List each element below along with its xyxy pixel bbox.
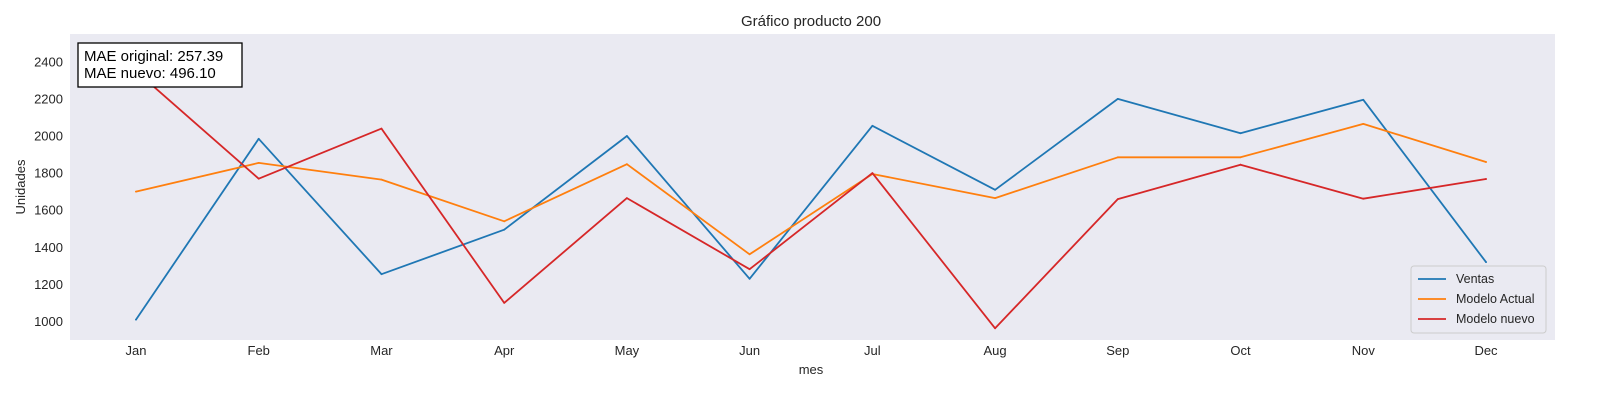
data-point-ventas-aug [994, 188, 996, 191]
data-point-modelo-nuevo-oct [1239, 163, 1242, 166]
y-tick-label-1800: 1800 [34, 166, 63, 181]
annotation-box [77, 42, 243, 88]
series-line-modelo-actual [135, 123, 1487, 256]
data-point-ventas-may [626, 135, 628, 137]
series-line-modelo-nuevo [135, 70, 1487, 330]
data-point-modelo-actual-may [626, 163, 628, 166]
data-point-modelo-nuevo-dec [1485, 178, 1487, 180]
y-axis-ticks: 1000 1200 1400 1600 1800 2000 2200 2400 [34, 54, 63, 329]
legend-label-modelo-nuevo: Modelo nuevo [1456, 312, 1535, 326]
mae-annotation: MAE original: 257.39 MAE nuevo: 496.10 [77, 42, 243, 88]
data-point-modelo-nuevo-may [626, 197, 628, 200]
y-tick-label-2000: 2000 [34, 129, 63, 144]
data-point-modelo-actual-nov [1362, 123, 1365, 125]
x-tick-label-jan: Jan [126, 343, 147, 358]
legend: Ventas Modelo Actual Modelo nuevo [1410, 265, 1547, 334]
y-axis-title: Unidades [13, 159, 28, 214]
data-point-modelo-actual-aug [994, 197, 996, 200]
data-point-ventas-jan [135, 318, 137, 321]
data-point-ventas-mar [380, 273, 383, 276]
x-axis-ticks: Jan Feb Mar Apr May Jun Jul Aug Sep Oct Nov Dec [126, 343, 1499, 358]
x-tick-label-feb: Feb [248, 343, 270, 358]
data-point-modelo-actual-jan [135, 190, 137, 193]
x-tick-label-aug: Aug [984, 343, 1007, 358]
annotation-mae-nuevo: MAE nuevo: 496.10 [84, 65, 216, 82]
data-point-modelo-nuevo-aug [994, 327, 996, 330]
legend-box [1410, 265, 1547, 334]
data-point-modelo-actual-oct [1239, 156, 1242, 159]
x-axis-title: mes [799, 362, 824, 377]
data-point-ventas-oct [1239, 132, 1242, 135]
series-lines [135, 70, 1487, 330]
x-tick-label-may: May [615, 343, 640, 358]
data-point-modelo-nuevo-apr [503, 302, 506, 304]
x-tick-label-mar: Mar [370, 343, 393, 358]
data-point-modelo-nuevo-nov [1362, 197, 1365, 200]
x-tick-label-sep: Sep [1106, 343, 1129, 358]
data-point-ventas-jun [748, 277, 751, 280]
data-point-ventas-nov [1362, 98, 1365, 101]
data-point-modelo-nuevo-mar [380, 127, 383, 130]
y-tick-label-1200: 1200 [34, 277, 63, 292]
series-line-ventas [135, 98, 1487, 321]
legend-label-ventas: Ventas [1456, 272, 1494, 286]
plot-area [70, 34, 1555, 340]
data-point-modelo-nuevo-jul [871, 172, 874, 175]
y-tick-label-2400: 2400 [34, 54, 63, 69]
x-tick-label-jul: Jul [864, 343, 881, 358]
y-tick-label-1000: 1000 [34, 314, 63, 329]
x-tick-label-nov: Nov [1352, 343, 1376, 358]
data-point-modelo-actual-dec [1485, 161, 1487, 163]
data-point-ventas-sep [1116, 98, 1119, 100]
chart-title: Gráfico producto 200 [741, 13, 881, 30]
y-tick-label-2200: 2200 [34, 91, 63, 106]
data-point-ventas-dec [1485, 261, 1487, 263]
data-point-modelo-actual-sep [1116, 156, 1119, 159]
x-tick-label-dec: Dec [1474, 343, 1498, 358]
annotation-mae-original: MAE original: 257.39 [84, 48, 223, 65]
y-tick-label-1400: 1400 [34, 240, 63, 255]
data-point-modelo-actual-mar [380, 178, 383, 181]
x-tick-label-apr: Apr [494, 343, 515, 358]
y-tick-label-1600: 1600 [34, 203, 63, 218]
data-point-modelo-nuevo-sep [1116, 198, 1119, 201]
data-point-modelo-nuevo-jun [748, 268, 751, 271]
x-tick-label-oct: Oct [1230, 343, 1251, 358]
x-tick-label-jun: Jun [739, 343, 760, 358]
data-point-modelo-actual-feb [257, 162, 260, 164]
data-point-modelo-actual-apr [503, 220, 506, 223]
data-point-ventas-apr [503, 228, 506, 231]
data-point-ventas-jul [871, 124, 874, 127]
data-point-modelo-nuevo-feb [257, 177, 260, 180]
legend-label-modelo-actual: Modelo Actual [1456, 292, 1535, 306]
data-point-ventas-feb [257, 137, 260, 140]
data-point-modelo-actual-jun [748, 253, 751, 256]
